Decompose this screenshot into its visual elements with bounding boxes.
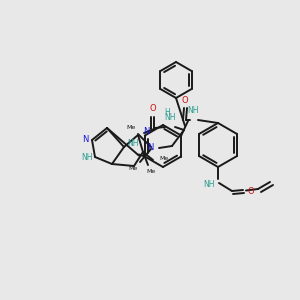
Text: O: O <box>182 96 188 105</box>
Text: O: O <box>150 104 156 113</box>
Text: Me: Me <box>127 125 136 130</box>
Text: NH: NH <box>81 154 93 163</box>
Text: N: N <box>82 136 88 145</box>
Text: Me: Me <box>159 155 168 160</box>
Text: N: N <box>147 143 153 152</box>
Text: NH: NH <box>164 113 176 122</box>
Text: NH: NH <box>203 180 215 189</box>
Text: H: H <box>164 108 170 117</box>
Text: Me: Me <box>129 166 138 171</box>
Text: NH: NH <box>127 140 139 148</box>
Text: N: N <box>143 128 149 136</box>
Text: Me: Me <box>146 169 156 174</box>
Text: O: O <box>248 187 255 196</box>
Text: NH: NH <box>187 106 199 115</box>
